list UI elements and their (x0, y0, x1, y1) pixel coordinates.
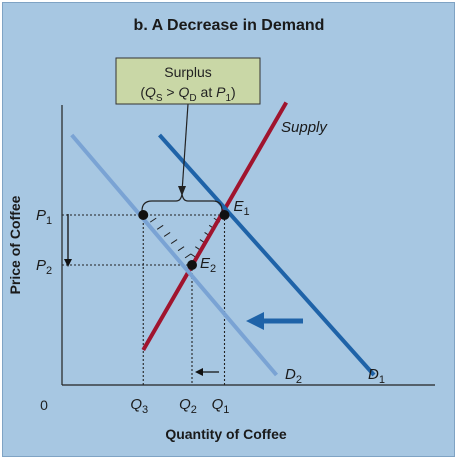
x-axis-label: Quantity of Coffee (165, 426, 287, 442)
shift-arrows (64, 214, 303, 376)
demand-shift-arrowhead (246, 312, 264, 330)
equilibrium-e2-label: E2 (200, 255, 216, 275)
equilibrium-e2-point (187, 260, 197, 270)
y-axis-label: Price of Coffee (7, 195, 23, 294)
demand-d1-label: D1 (368, 366, 385, 386)
chart-title: b. A Decrease in Demand (134, 17, 325, 34)
demand-d1-line (158, 133, 376, 377)
annotation-pointer (181, 103, 189, 193)
surplus-hatch (143, 215, 224, 265)
guide-lines (62, 214, 226, 385)
supply-line (141, 101, 288, 352)
surplus-box-line1: Surplus (164, 64, 211, 80)
equilibrium-e1-point (219, 210, 230, 220)
hatch-tick-left (177, 246, 185, 252)
series-group (70, 101, 376, 377)
demand-d2-line (70, 133, 279, 377)
hatch-tick-left (156, 224, 164, 230)
supply-label: Supply (281, 119, 328, 136)
annotation-pointer-head (178, 186, 186, 196)
surplus-box-line2: (QS > QD at P1) (140, 84, 235, 104)
surplus-left-point (138, 210, 149, 220)
surplus-area (143, 215, 224, 265)
labels-group: Supply D1 D2 E1 E2 P1 P2 Q3 Q2 Q1 (36, 119, 385, 416)
y-tick-label-p1: P1 (36, 207, 52, 227)
equilibrium-e1-label: E1 (234, 198, 250, 218)
surplus-brace (141, 193, 223, 212)
hatch-tick-left (184, 253, 192, 259)
hatch-tick-left (170, 239, 178, 244)
points-group (138, 210, 230, 270)
x-tick-label-q1: Q1 (212, 396, 230, 416)
hatch-tick-left (163, 232, 171, 237)
origin-label: 0 (40, 397, 48, 413)
y-tick-label-p2: P2 (36, 257, 52, 277)
demand-d2-label: D2 (285, 366, 302, 386)
surplus-box (115, 57, 261, 105)
hatch-tick-left (149, 217, 157, 223)
x-tick-label-q3: Q3 (130, 396, 148, 416)
x-tick-label-q2: Q2 (179, 396, 197, 416)
